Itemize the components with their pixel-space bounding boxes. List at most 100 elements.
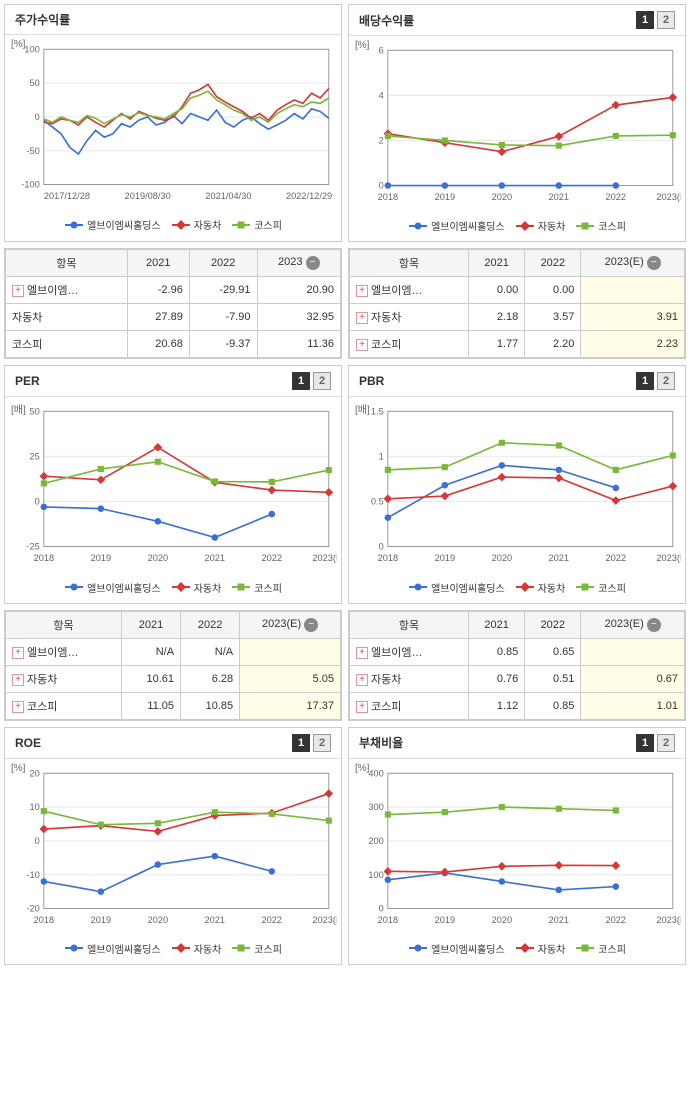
svg-text:-25: -25 — [26, 542, 39, 552]
svg-text:100: 100 — [24, 44, 39, 54]
table-header: 2021 — [469, 250, 525, 277]
table-header: 2022 — [181, 611, 240, 638]
panel-title: PER — [15, 374, 40, 388]
svg-text:2022/12/29: 2022/12/29 — [286, 191, 332, 201]
expand-icon[interactable]: + — [12, 674, 24, 686]
legend-item: 엘브이엠씨홀딩스 — [64, 580, 161, 595]
svg-text:2022: 2022 — [606, 553, 627, 563]
table-row: +엘브이엠…N/AN/A — [6, 638, 341, 665]
legend: 엘브이엠씨홀딩스 자동차 코스피 — [353, 576, 681, 601]
expand-icon[interactable]: + — [356, 701, 368, 713]
svg-text:2019/08/30: 2019/08/30 — [125, 191, 171, 201]
expand-icon[interactable]: + — [356, 339, 368, 351]
svg-text:400: 400 — [368, 768, 383, 778]
svg-text:2023(E): 2023(E) — [656, 914, 681, 924]
svg-text:2019: 2019 — [91, 553, 112, 563]
collapse-icon[interactable]: − — [647, 618, 661, 632]
svg-text:2023(E): 2023(E) — [656, 192, 681, 202]
table-cell: -2.96 — [127, 277, 189, 304]
y-unit-label: [%] — [11, 763, 25, 774]
table-header: 2023(E)− — [581, 250, 685, 277]
table-header: 2022 — [189, 250, 257, 277]
legend-item: 엘브이엠씨홀딩스 — [408, 580, 505, 595]
row-label: 코스피 — [6, 331, 128, 358]
table-cell: 6.28 — [181, 665, 240, 692]
svg-text:100: 100 — [368, 869, 383, 879]
table-cell: N/A — [181, 638, 240, 665]
expand-icon[interactable]: + — [356, 647, 368, 659]
expand-icon[interactable]: + — [356, 285, 368, 297]
svg-text:1.5: 1.5 — [371, 407, 384, 417]
legend: 엘브이엠씨홀딩스 자동차 코스피 — [9, 937, 337, 962]
svg-text:50: 50 — [29, 407, 39, 417]
collapse-icon[interactable]: − — [647, 256, 661, 270]
row-label: +자동차 — [350, 304, 469, 331]
expand-icon[interactable]: + — [12, 285, 24, 297]
table-row: +엘브이엠…-2.96-29.9120.90 — [6, 277, 341, 304]
table-header: 2021 — [121, 611, 180, 638]
expand-icon[interactable]: + — [356, 674, 368, 686]
table-cell: 10.85 — [181, 692, 240, 719]
svg-text:2020: 2020 — [492, 192, 513, 202]
page-1-button[interactable]: 1 — [292, 372, 310, 390]
data-table: 항목202120222023(E)−+엘브이엠…0.000.00+자동차2.18… — [348, 248, 686, 359]
svg-text:20: 20 — [29, 768, 39, 778]
table-cell: -9.37 — [189, 331, 257, 358]
svg-text:2022: 2022 — [262, 553, 283, 563]
y-unit-label: [%] — [11, 39, 25, 50]
page-2-button[interactable]: 2 — [313, 372, 331, 390]
page-1-button[interactable]: 1 — [636, 11, 654, 29]
table-cell: 10.61 — [121, 665, 180, 692]
row-label: +엘브이엠… — [350, 638, 469, 665]
y-unit-label: [배] — [355, 401, 370, 416]
svg-text:2020: 2020 — [492, 553, 513, 563]
table-cell: 0.51 — [525, 665, 581, 692]
svg-text:2019: 2019 — [435, 553, 456, 563]
svg-text:0: 0 — [379, 903, 384, 913]
legend-item: 엘브이엠씨홀딩스 — [408, 941, 505, 956]
table-header: 2022 — [525, 611, 581, 638]
legend-item: 자동차 — [515, 941, 566, 956]
row-label: +엘브이엠… — [6, 638, 122, 665]
page-1-button[interactable]: 1 — [636, 734, 654, 752]
panel-dividend_yield: 배당수익률 1 2 [%] 02462018201920202021202220… — [348, 4, 686, 242]
legend: 엘브이엠씨홀딩스 자동차 코스피 — [9, 576, 337, 601]
svg-text:2018: 2018 — [34, 553, 55, 563]
table-cell: 2.18 — [469, 304, 525, 331]
collapse-icon[interactable]: − — [304, 618, 318, 632]
svg-text:2018: 2018 — [34, 914, 55, 924]
panel-debt_ratio: 부채비율 1 2 [%] 010020030040020182019202020… — [348, 727, 686, 965]
legend-label: 코스피 — [598, 941, 626, 956]
svg-text:50: 50 — [29, 78, 39, 88]
panel-title: 배당수익률 — [359, 12, 414, 29]
table-cell: 1.01 — [581, 692, 685, 719]
svg-text:2: 2 — [379, 136, 384, 146]
legend-label: 엘브이엠씨홀딩스 — [87, 580, 161, 595]
table-cell: 5.05 — [240, 665, 341, 692]
table-header: 항목 — [6, 250, 128, 277]
expand-icon[interactable]: + — [12, 647, 24, 659]
legend: 엘브이엠씨홀딩스 자동차 코스피 — [353, 937, 681, 962]
svg-text:2019: 2019 — [435, 914, 456, 924]
legend-item: 엘브이엠씨홀딩스 — [64, 217, 161, 232]
page-2-button[interactable]: 2 — [657, 372, 675, 390]
svg-text:1: 1 — [379, 452, 384, 462]
svg-text:0: 0 — [379, 542, 384, 552]
y-unit-label: [%] — [355, 763, 369, 774]
page-1-button[interactable]: 1 — [636, 372, 654, 390]
page-2-button[interactable]: 2 — [657, 734, 675, 752]
collapse-icon[interactable]: − — [306, 256, 320, 270]
page-1-button[interactable]: 1 — [292, 734, 310, 752]
legend-label: 자동차 — [194, 217, 222, 232]
page-2-button[interactable]: 2 — [657, 11, 675, 29]
panel-price_return: 주가수익률 [%] -100-500501002017/12/282019/08… — [4, 4, 342, 242]
svg-text:2019: 2019 — [91, 914, 112, 924]
expand-icon[interactable]: + — [356, 312, 368, 324]
page-2-button[interactable]: 2 — [313, 734, 331, 752]
panel-title: 부채비율 — [359, 734, 403, 751]
svg-text:0.5: 0.5 — [371, 497, 384, 507]
legend-label: 코스피 — [598, 218, 626, 233]
expand-icon[interactable]: + — [12, 701, 24, 713]
legend-item: 엘브이엠씨홀딩스 — [408, 218, 505, 233]
svg-text:25: 25 — [29, 452, 39, 462]
